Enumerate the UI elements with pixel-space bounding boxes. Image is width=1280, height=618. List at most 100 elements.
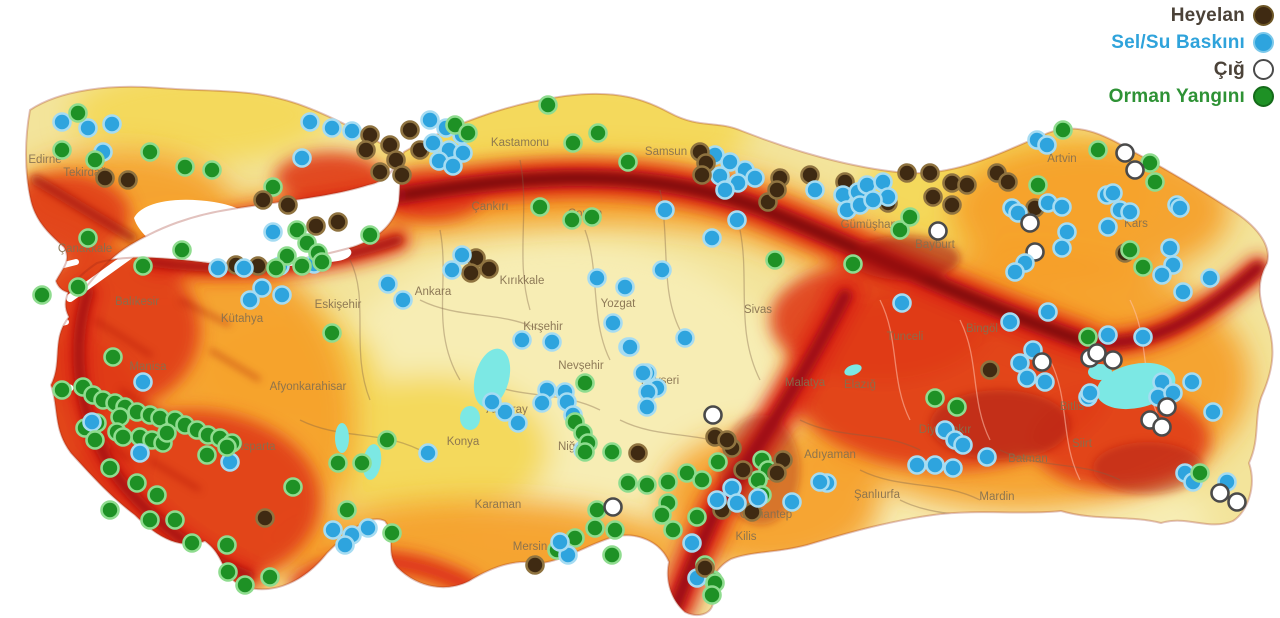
- event-dot-orman-yangini-forest-fire: [100, 458, 120, 478]
- event-dot-sel-su-baskini-flood: [102, 114, 122, 134]
- event-dot-sel-su-baskini-flood: [1160, 238, 1180, 258]
- event-dot-orman-yangini-forest-fire: [1120, 240, 1140, 260]
- event-dot-heyelan-landslide: [392, 165, 412, 185]
- event-dot-orman-yangini-forest-fire: [68, 277, 88, 297]
- city-label-batman: Batman: [1008, 453, 1048, 465]
- event-dot-sel-su-baskini-flood: [633, 363, 653, 383]
- event-dot-orman-yangini-forest-fire: [68, 103, 88, 123]
- city-label-siirt: Siirt: [1072, 438, 1093, 450]
- event-dot-orman-yangini-forest-fire: [563, 133, 583, 153]
- event-dot-cig-avalanche: [703, 405, 723, 425]
- event-dot-sel-su-baskini-flood: [393, 290, 413, 310]
- event-dot-cig-avalanche: [928, 221, 948, 241]
- legend-label-cig: Çığ: [1213, 58, 1245, 80]
- event-dot-sel-su-baskini-flood: [240, 290, 260, 310]
- event-dot-orman-yangini-forest-fire: [52, 140, 72, 160]
- legend-label-sel: Sel/Su Baskını: [1111, 31, 1245, 53]
- event-dot-sel-su-baskini-flood: [745, 168, 765, 188]
- event-dot-heyelan-landslide: [356, 140, 376, 160]
- event-dot-orman-yangini-forest-fire: [175, 157, 195, 177]
- event-dot-orman-yangini-forest-fire: [218, 562, 238, 582]
- event-dot-sel-su-baskini-flood: [208, 258, 228, 278]
- legend-label-orman: Orman Yangını: [1108, 85, 1245, 107]
- disaster-event-dots-layer: [32, 95, 1247, 605]
- event-dot-orman-yangini-forest-fire: [602, 545, 622, 565]
- event-dot-sel-su-baskini-flood: [263, 222, 283, 242]
- event-dot-sel-su-baskini-flood: [1017, 368, 1037, 388]
- city-label-edirne: Edirne: [28, 154, 61, 166]
- event-dot-sel-su-baskini-flood: [1052, 197, 1072, 217]
- event-dot-orman-yangini-forest-fire: [1028, 175, 1048, 195]
- event-dot-sel-su-baskini-flood: [748, 488, 768, 508]
- event-dot-sel-su-baskini-flood: [82, 412, 102, 432]
- city-label-mardin: Mardin: [979, 491, 1014, 503]
- event-dot-sel-su-baskini-flood: [1057, 222, 1077, 242]
- legend: Heyelan Sel/Su Baskını Çığ Orman Yangını: [1109, 3, 1274, 108]
- event-dot-sel-su-baskini-flood: [615, 277, 635, 297]
- event-dot-sel-su-baskini-flood: [532, 393, 552, 413]
- event-dot-sel-su-baskini-flood: [1173, 282, 1193, 302]
- event-dot-sel-su-baskini-flood: [300, 112, 320, 132]
- event-dot-sel-su-baskini-flood: [682, 533, 702, 553]
- event-dot-orman-yangini-forest-fire: [925, 388, 945, 408]
- event-dot-sel-su-baskini-flood: [130, 443, 150, 463]
- event-dot-sel-su-baskini-flood: [234, 258, 254, 278]
- event-dot-sel-su-baskini-flood: [892, 293, 912, 313]
- event-dot-orman-yangini-forest-fire: [147, 485, 167, 505]
- event-dot-sel-su-baskini-flood: [1037, 135, 1057, 155]
- city-label-bayburt: Bayburt: [915, 239, 955, 251]
- event-dot-orman-yangini-forest-fire: [360, 225, 380, 245]
- event-dot-sel-su-baskini-flood: [358, 518, 378, 538]
- event-dot-orman-yangini-forest-fire: [32, 285, 52, 305]
- city-label-karaman: Karaman: [475, 499, 522, 511]
- event-dot-orman-yangini-forest-fire: [1190, 463, 1210, 483]
- event-dot-sel-su-baskini-flood: [550, 532, 570, 552]
- event-dot-heyelan-landslide: [479, 259, 499, 279]
- event-dot-sel-su-baskini-flood: [133, 372, 153, 392]
- event-dot-orman-yangini-forest-fire: [582, 207, 602, 227]
- event-dot-orman-yangini-forest-fire: [587, 500, 607, 520]
- event-dot-cig-avalanche: [1020, 213, 1040, 233]
- event-dot-orman-yangini-forest-fire: [157, 423, 177, 443]
- event-dot-sel-su-baskini-flood: [863, 190, 883, 210]
- event-dot-sel-su-baskini-flood: [1000, 312, 1020, 332]
- city-label-çanakkale: Çanakkale: [58, 243, 112, 255]
- event-dot-orman-yangini-forest-fire: [890, 220, 910, 240]
- event-dot-orman-yangini-forest-fire: [663, 520, 683, 540]
- event-dot-orman-yangini-forest-fire: [585, 518, 605, 538]
- city-label-kütahya: Kütahya: [221, 313, 264, 325]
- event-dot-sel-su-baskini-flood: [542, 332, 562, 352]
- event-dot-orman-yangini-forest-fire: [322, 323, 342, 343]
- event-dot-orman-yangini-forest-fire: [277, 246, 297, 266]
- event-dot-heyelan-landslide: [692, 165, 712, 185]
- city-label-adıyaman: Adıyaman: [804, 449, 856, 461]
- city-label-nevşehir: Nevşehir: [558, 360, 604, 372]
- event-dot-heyelan-landslide: [400, 120, 420, 140]
- city-label-eskişehir: Eskişehir: [315, 299, 362, 311]
- event-dot-orman-yangini-forest-fire: [78, 228, 98, 248]
- legend-label-heyelan: Heyelan: [1170, 4, 1245, 26]
- event-dot-orman-yangini-forest-fire: [165, 510, 185, 530]
- event-dot-sel-su-baskini-flood: [482, 392, 502, 412]
- event-dot-sel-su-baskini-flood: [603, 313, 623, 333]
- event-dot-orman-yangini-forest-fire: [530, 197, 550, 217]
- city-label-balıkesir: Balıkesir: [115, 296, 159, 308]
- flood-dot-icon: [1253, 31, 1274, 53]
- legend-item-sel: Sel/Su Baskını: [1111, 30, 1274, 54]
- event-dot-heyelan-landslide: [461, 263, 481, 283]
- event-dot-sel-su-baskini-flood: [322, 118, 342, 138]
- event-dot-sel-su-baskini-flood: [953, 435, 973, 455]
- event-dot-sel-su-baskini-flood: [1200, 268, 1220, 288]
- event-dot-orman-yangini-forest-fire: [900, 207, 920, 227]
- event-dot-cig-avalanche: [1157, 397, 1177, 417]
- event-dot-heyelan-landslide: [767, 463, 787, 483]
- event-dot-heyelan-landslide: [255, 508, 275, 528]
- event-dot-orman-yangini-forest-fire: [575, 373, 595, 393]
- city-label-tunceli: Tunceli: [887, 331, 924, 343]
- forest-fire-dot-icon: [1253, 85, 1274, 107]
- event-dot-sel-su-baskini-flood: [652, 260, 672, 280]
- event-dot-sel-su-baskini-flood: [805, 180, 825, 200]
- event-dot-sel-su-baskini-flood: [1203, 402, 1223, 422]
- event-dot-heyelan-landslide: [980, 360, 1000, 380]
